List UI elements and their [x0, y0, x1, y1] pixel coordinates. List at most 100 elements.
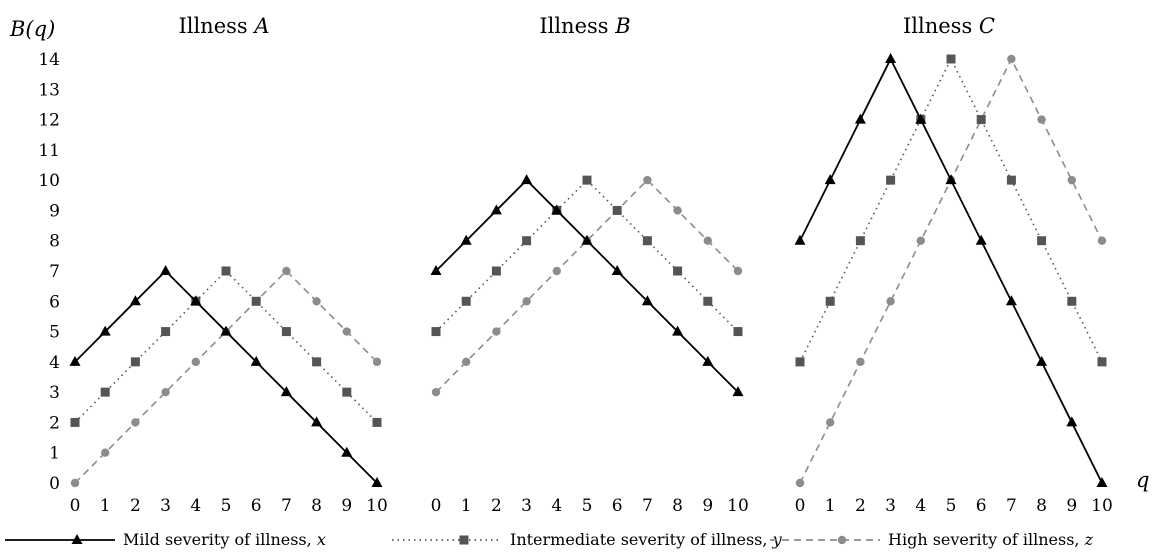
- x-tick-label: 1: [100, 496, 111, 516]
- data-point-x: [311, 416, 323, 427]
- y-axis-label: B(q): [9, 17, 55, 41]
- data-point-y: [855, 236, 865, 246]
- data-point-y: [612, 205, 622, 215]
- x-tick-label: 0: [795, 496, 806, 516]
- x-tick-label: 10: [727, 496, 749, 516]
- data-point-y: [825, 296, 835, 306]
- y-tick-label: 5: [49, 323, 60, 343]
- panel-title: Illness A: [178, 14, 269, 38]
- y-tick-label: 6: [49, 292, 60, 312]
- x-tick-label: 8: [672, 496, 683, 516]
- data-point-z: [372, 357, 382, 367]
- data-point-x: [160, 265, 172, 275]
- data-point-z: [131, 418, 140, 427]
- series-line-z: [799, 57, 1103, 484]
- data-point-y: [1006, 175, 1016, 185]
- data-point-z: [552, 266, 561, 276]
- data-point-y: [372, 417, 382, 427]
- legend-item-y: Intermediate severity of illness, y: [392, 530, 783, 549]
- x-tick-label: 3: [885, 496, 896, 516]
- y-tick-label: 2: [49, 413, 60, 433]
- data-point-y: [251, 296, 261, 306]
- data-point-y: [100, 387, 110, 397]
- data-point-z: [70, 478, 80, 488]
- data-point-x: [824, 174, 836, 185]
- data-point-y: [70, 417, 80, 427]
- data-point-y: [1067, 296, 1077, 306]
- panel-title-text: Illness: [178, 14, 254, 38]
- x-tick-label: 5: [221, 496, 232, 516]
- data-point-x: [915, 113, 927, 124]
- panel-A: Illness A 0 1 2 3 4 5 6 7 8 9 10: [69, 14, 388, 516]
- x-tick-label: 10: [366, 496, 388, 516]
- legend-item-z: High severity of illness, z: [770, 530, 1094, 549]
- x-tick-label: 9: [702, 496, 713, 516]
- data-point-y: [673, 266, 683, 276]
- data-point-y: [1097, 357, 1107, 367]
- data-point-y: [221, 266, 231, 276]
- x-tick-label: 10: [1091, 496, 1113, 516]
- x-tick-label: 0: [431, 496, 442, 516]
- x-tick-label: 4: [551, 496, 562, 516]
- legend-label-var: x: [317, 530, 326, 549]
- data-point-y: [161, 327, 171, 337]
- data-point-z: [431, 387, 441, 397]
- data-point-z: [795, 478, 805, 488]
- legend-label: High severity of illness, z: [888, 530, 1094, 549]
- x-tick-label: 6: [976, 496, 987, 516]
- x-tick-label: 4: [190, 496, 201, 516]
- y-tick-label: 8: [49, 232, 60, 252]
- data-point-x: [1036, 355, 1048, 366]
- data-point-y: [461, 296, 471, 306]
- data-point-z: [643, 175, 652, 185]
- y-tick-label: 3: [49, 383, 60, 403]
- legend-label-text: Intermediate severity of illness,: [510, 530, 773, 549]
- data-point-x: [69, 355, 81, 366]
- data-point-z: [886, 297, 895, 306]
- y-tick-label: 1: [49, 444, 60, 464]
- series-line-y: [799, 57, 1103, 363]
- legend: Mild severity of illness, x Intermediate …: [5, 530, 1094, 549]
- y-tick-label: 7: [49, 262, 60, 282]
- data-point-z: [1067, 175, 1077, 185]
- data-point-z: [191, 357, 200, 367]
- panel-title: Illness C: [903, 14, 995, 38]
- x-tick-label: 5: [946, 496, 957, 516]
- x-tick-label: 1: [825, 496, 836, 516]
- x-tick-label: 1: [461, 496, 472, 516]
- x-tick-label: 2: [491, 496, 502, 516]
- data-point-x: [250, 355, 262, 366]
- legend-label: Mild severity of illness, x: [123, 530, 326, 549]
- x-tick-label: 2: [130, 496, 141, 516]
- data-point-x: [129, 295, 141, 306]
- legend-label-var: y: [772, 530, 783, 549]
- data-point-y: [582, 175, 592, 185]
- legend-marker: [459, 535, 469, 545]
- data-point-y: [976, 115, 986, 125]
- data-point-x: [732, 386, 744, 397]
- data-point-z: [916, 236, 925, 245]
- data-point-z: [282, 266, 291, 276]
- data-point-z: [1097, 236, 1107, 245]
- data-point-y: [431, 327, 441, 337]
- data-point-x: [551, 204, 563, 215]
- data-point-y: [733, 327, 743, 337]
- x-axis-label: q: [1136, 468, 1149, 492]
- x-tick-label: 5: [582, 496, 593, 516]
- data-point-z: [522, 297, 531, 306]
- y-tick-label: 10: [38, 171, 60, 191]
- x-tick-label: 0: [70, 496, 81, 516]
- data-point-z: [1037, 115, 1046, 124]
- data-point-x: [1066, 416, 1078, 427]
- x-tick-label: 9: [341, 496, 352, 516]
- x-tick-label: 2: [855, 496, 866, 516]
- data-point-y: [130, 357, 140, 367]
- data-point-y: [491, 266, 501, 276]
- data-point-y: [886, 175, 896, 185]
- panel-B: Illness B 0 1 2 3 4 5 6 7 8 9 10: [430, 14, 749, 516]
- data-point-x: [794, 234, 806, 245]
- panel-title-var: A: [252, 14, 269, 38]
- data-point-y: [1037, 236, 1047, 246]
- data-point-y: [703, 296, 713, 306]
